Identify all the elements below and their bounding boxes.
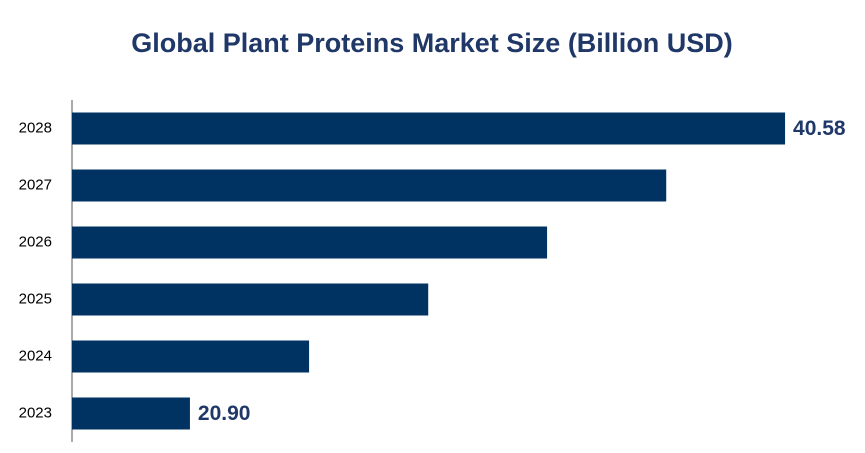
y-tick-label: 2023 bbox=[19, 404, 52, 421]
bar bbox=[72, 226, 548, 259]
chart-title: Global Plant Proteins Market Size (Billi… bbox=[131, 28, 733, 58]
y-tick-label: 2027 bbox=[19, 176, 52, 193]
bar bbox=[72, 283, 429, 316]
bar bbox=[72, 169, 667, 202]
y-tick-label: 2028 bbox=[19, 119, 52, 136]
data-label: 40.58 bbox=[793, 117, 846, 140]
y-tick-label: 2026 bbox=[19, 233, 52, 250]
bar bbox=[72, 397, 190, 430]
bar bbox=[72, 340, 310, 373]
bar bbox=[72, 112, 786, 145]
y-tick-label: 2025 bbox=[19, 290, 52, 307]
data-label: 20.90 bbox=[198, 402, 251, 425]
y-tick-label: 2024 bbox=[19, 347, 52, 364]
